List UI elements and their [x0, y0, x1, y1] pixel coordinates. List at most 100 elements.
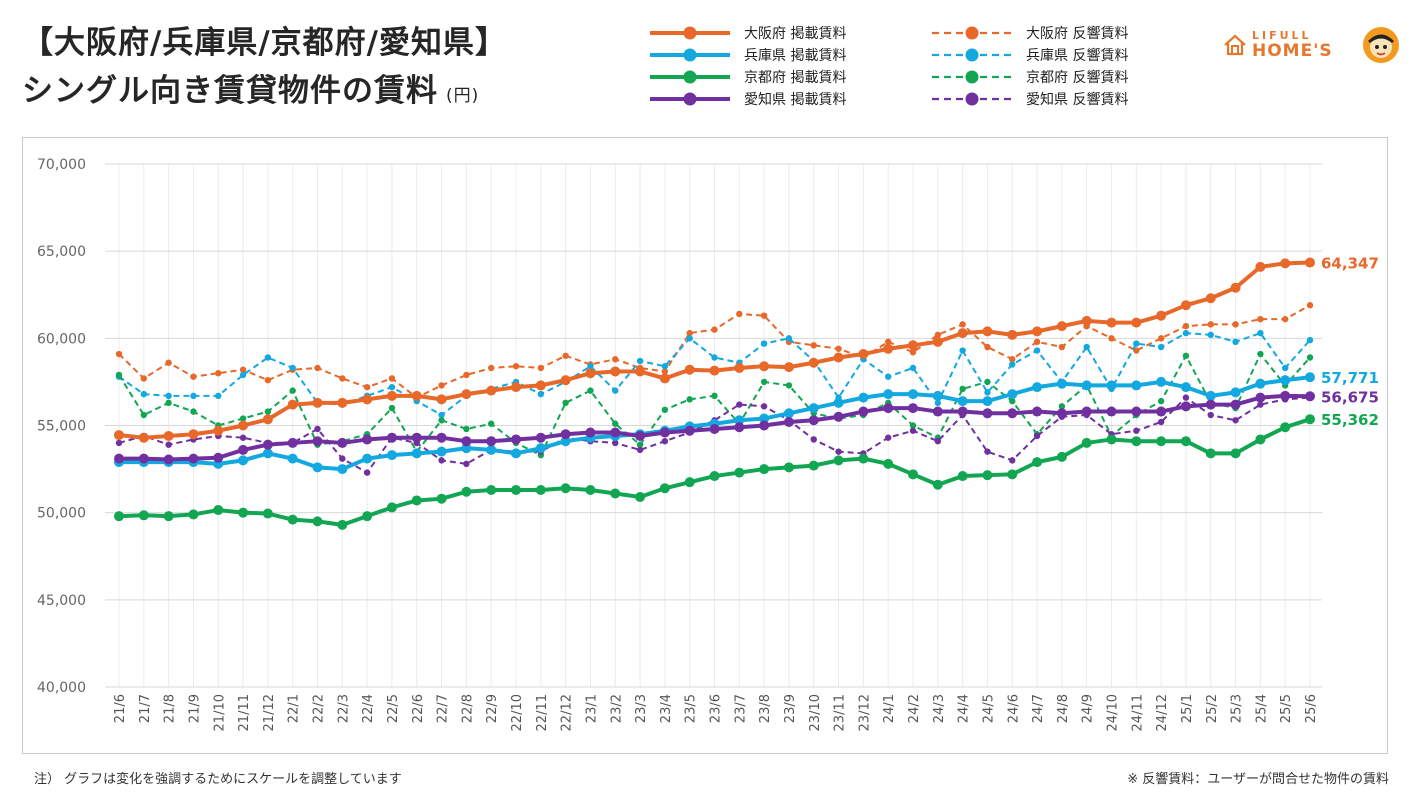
- x-tick-label: 23/11: [833, 694, 848, 731]
- data-point: [264, 376, 272, 384]
- data-point: [661, 437, 669, 445]
- data-point: [785, 382, 793, 389]
- data-point: [537, 364, 545, 372]
- data-point: [1106, 406, 1117, 417]
- y-tick-label: 45,000: [37, 593, 86, 609]
- data-point: [883, 389, 894, 400]
- data-point: [1280, 390, 1291, 401]
- x-tick-label: 25/4: [1254, 694, 1269, 723]
- data-point: [560, 375, 571, 386]
- data-point: [884, 338, 892, 346]
- data-point: [287, 453, 298, 464]
- x-tick-label: 24/5: [981, 694, 996, 723]
- lifull-homes-logo: LIFULL HOME'S: [1222, 26, 1402, 66]
- footnote-scale-note: 注） グラフは変化を強調するためにスケールを調整しています: [34, 772, 402, 787]
- data-point: [1009, 356, 1016, 363]
- footnote-response-rent-note: ※ 反響賃料：ユーザーが問合せた物件の賃料: [1127, 772, 1389, 787]
- data-point: [386, 450, 397, 461]
- x-tick-label: 23/2: [609, 694, 624, 723]
- x-tick-label: 24/1: [882, 694, 897, 723]
- data-point: [1305, 372, 1315, 383]
- legend-swatch: [650, 70, 730, 84]
- data-point: [1007, 408, 1018, 419]
- data-point: [190, 408, 197, 415]
- data-point: [1133, 427, 1140, 434]
- data-point: [165, 399, 172, 407]
- data-point: [1007, 469, 1018, 480]
- x-tick-label: 22/10: [510, 694, 525, 731]
- data-point: [337, 519, 348, 530]
- y-tick-label: 65,000: [37, 244, 86, 260]
- data-point: [1108, 335, 1115, 342]
- data-point: [1056, 378, 1067, 389]
- data-point: [562, 352, 569, 359]
- x-tick-label: 22/8: [460, 694, 475, 723]
- data-point: [810, 342, 817, 349]
- data-point: [560, 483, 571, 494]
- title-block: 【大阪府/兵庫県/京都府/愛知県】 シングル向き賃貸物件の賃料 (円): [22, 22, 507, 117]
- x-tick-label: 23/12: [857, 694, 872, 731]
- x-tick-label: 21/10: [212, 694, 227, 731]
- data-point: [238, 444, 249, 455]
- data-point: [1157, 343, 1165, 351]
- data-point: [1255, 434, 1266, 445]
- data-point: [908, 469, 918, 480]
- data-point: [213, 425, 224, 436]
- data-point: [115, 439, 123, 447]
- y-tick-label: 60,000: [37, 331, 86, 347]
- data-point: [511, 434, 521, 445]
- x-tick-label: 24/7: [1031, 694, 1046, 723]
- data-point: [1156, 310, 1167, 321]
- data-point: [165, 359, 172, 366]
- data-point: [686, 335, 693, 342]
- data-point: [262, 414, 273, 425]
- data-point: [636, 446, 644, 454]
- data-point: [734, 467, 745, 478]
- data-point: [486, 485, 497, 496]
- data-point: [908, 403, 918, 414]
- data-point: [363, 469, 371, 476]
- data-point: [759, 361, 770, 372]
- data-point: [463, 460, 470, 468]
- data-point: [959, 347, 966, 354]
- data-point: [262, 448, 273, 459]
- data-point: [1207, 411, 1214, 419]
- data-point: [909, 422, 917, 429]
- x-tick-label: 22/11: [535, 694, 550, 731]
- data-point: [984, 448, 991, 455]
- data-point: [1156, 406, 1167, 417]
- data-point: [835, 448, 842, 455]
- data-point: [264, 408, 272, 415]
- x-tick-label: 25/5: [1279, 694, 1294, 723]
- data-point: [957, 396, 968, 407]
- x-tick-label: 25/2: [1205, 694, 1220, 723]
- mascot-icon: [1363, 27, 1399, 63]
- data-point: [1056, 321, 1067, 332]
- legend-item: 大阪府 掲載賃料: [648, 23, 846, 43]
- data-point: [411, 390, 422, 401]
- x-tick-label: 21/8: [163, 694, 178, 723]
- data-point: [1205, 399, 1216, 410]
- data-point: [1106, 434, 1117, 445]
- data-point: [1257, 315, 1264, 323]
- data-point: [709, 423, 720, 434]
- data-point: [1133, 347, 1140, 354]
- data-point: [932, 479, 943, 490]
- data-point: [684, 364, 695, 375]
- data-point: [1009, 361, 1016, 368]
- data-point: [1058, 403, 1066, 410]
- data-point: [1232, 321, 1239, 328]
- data-point: [363, 383, 371, 391]
- data-point: [362, 394, 373, 405]
- data-point: [312, 397, 323, 408]
- x-tick-label: 21/6: [113, 694, 128, 723]
- data-point: [1032, 382, 1043, 393]
- data-point: [984, 378, 991, 386]
- legend-label: 兵庫県 掲載賃料: [744, 48, 847, 64]
- data-point: [436, 493, 447, 504]
- data-point: [239, 434, 247, 441]
- data-point: [1032, 457, 1043, 468]
- data-point: [759, 464, 770, 475]
- x-tick-label: 23/9: [783, 694, 798, 723]
- x-tick-label: 22/6: [411, 694, 426, 723]
